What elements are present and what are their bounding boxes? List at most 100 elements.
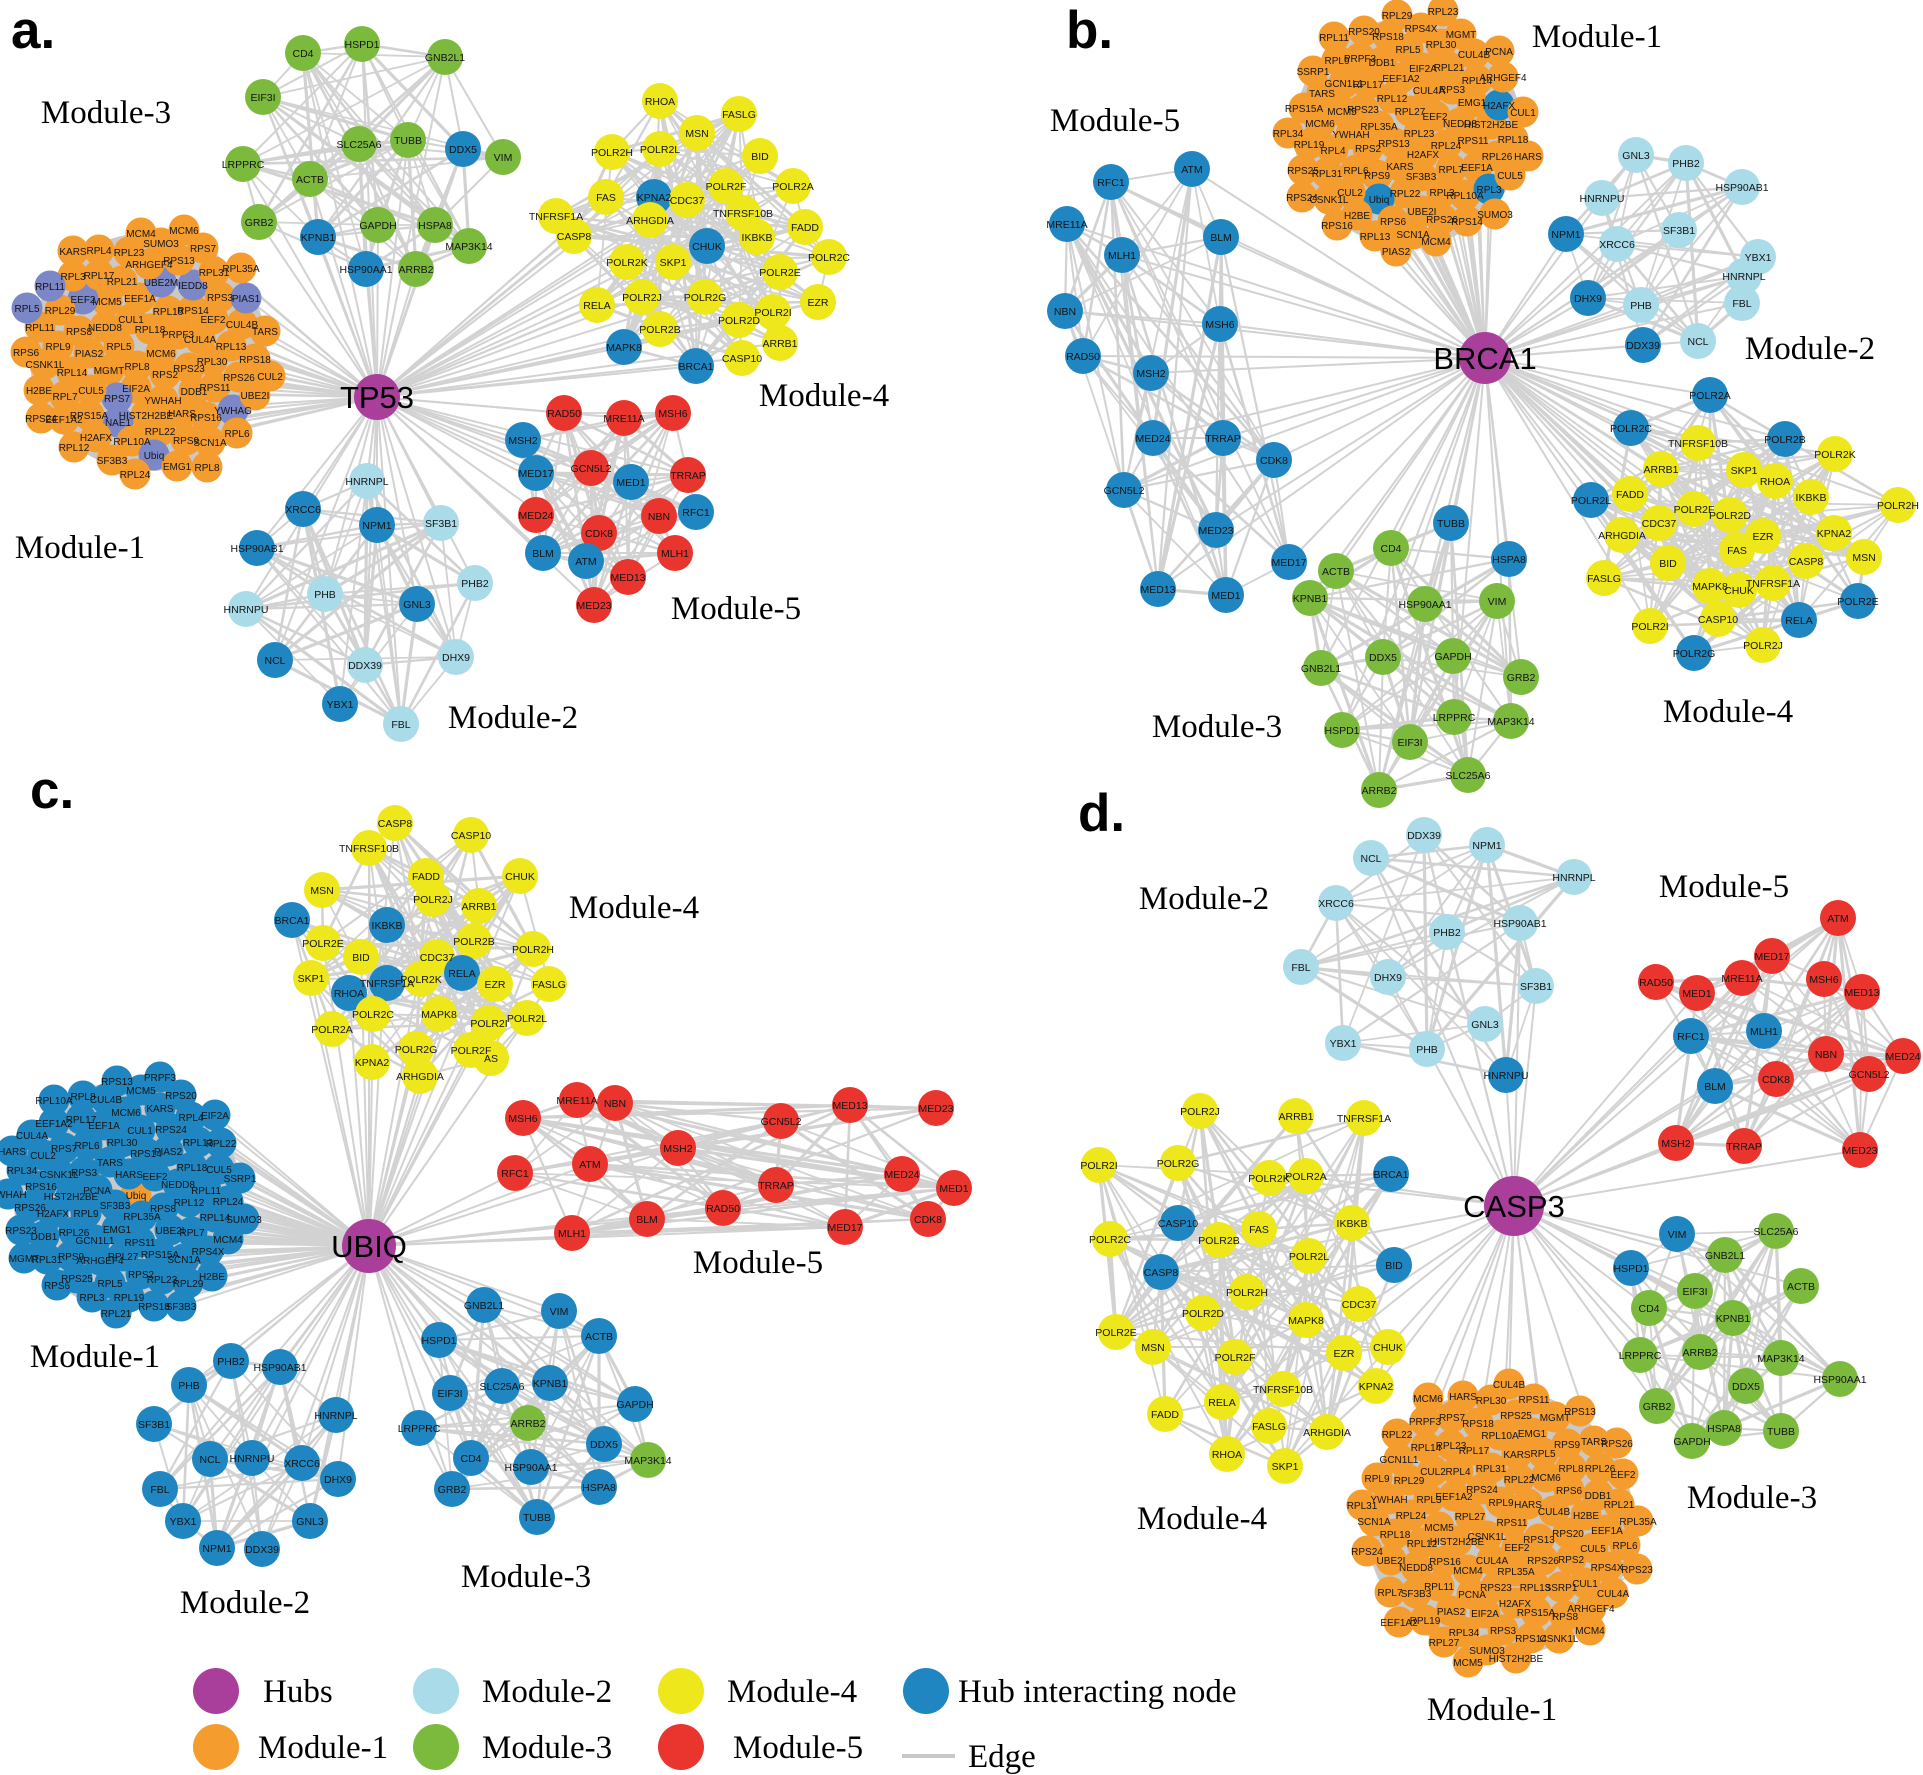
svg-text:SSRP1: SSRP1: [1545, 1583, 1578, 1594]
svg-text:Module-1: Module-1: [1532, 19, 1662, 55]
svg-text:RPL3: RPL3: [1429, 188, 1454, 199]
svg-text:POLR2B: POLR2B: [1198, 1235, 1239, 1247]
svg-text:ATM: ATM: [1181, 164, 1202, 176]
svg-text:HIST2H2BE: HIST2H2BE: [1430, 1537, 1485, 1548]
svg-text:RPL26: RPL26: [1585, 1464, 1616, 1475]
svg-text:MSH6: MSH6: [1809, 974, 1838, 986]
svg-text:c.: c.: [30, 761, 74, 820]
svg-text:GRB2: GRB2: [438, 1484, 467, 1496]
svg-text:HSP90AA1: HSP90AA1: [1398, 599, 1451, 611]
svg-text:POLR2J: POLR2J: [413, 894, 453, 906]
svg-text:RPL21: RPL21: [1434, 63, 1465, 74]
svg-text:CSNK1L: CSNK1L: [26, 360, 65, 371]
svg-text:RPS15A: RPS15A: [1517, 1608, 1556, 1619]
svg-text:DDX39: DDX39: [245, 1544, 279, 1556]
svg-text:RPS14: RPS14: [177, 306, 209, 317]
svg-text:RPL12: RPL12: [174, 1198, 205, 1209]
svg-text:PIAS1: PIAS1: [232, 294, 261, 305]
svg-text:RPL14: RPL14: [1411, 1443, 1442, 1454]
svg-text:MED17: MED17: [827, 1222, 862, 1234]
svg-text:RPL19: RPL19: [114, 1293, 145, 1304]
svg-text:POLR2B: POLR2B: [453, 936, 494, 948]
svg-text:AS: AS: [484, 1053, 498, 1065]
svg-text:Module-3: Module-3: [1687, 1480, 1817, 1516]
svg-text:RPL35A: RPL35A: [123, 1212, 161, 1223]
svg-text:RPS26: RPS26: [14, 1203, 46, 1214]
svg-text:RPS18: RPS18: [138, 1302, 170, 1313]
svg-text:RPL23: RPL23: [147, 1275, 178, 1286]
svg-text:RPL6: RPL6: [1343, 166, 1368, 177]
svg-text:EEF2: EEF2: [142, 1172, 167, 1183]
svg-text:RELA: RELA: [583, 300, 610, 312]
svg-text:MCM5: MCM5: [126, 1086, 156, 1097]
svg-text:RPL23: RPL23: [1428, 7, 1459, 18]
svg-text:ARHGDIA: ARHGDIA: [1303, 1427, 1351, 1439]
svg-text:Module-2: Module-2: [1745, 331, 1875, 367]
svg-text:RPS13: RPS13: [163, 256, 195, 267]
svg-text:RPS24: RPS24: [1351, 1547, 1383, 1558]
svg-text:CUL5: CUL5: [206, 1165, 232, 1176]
svg-text:CHUK: CHUK: [1373, 1342, 1403, 1354]
svg-text:DDB1: DDB1: [1369, 58, 1396, 69]
svg-text:RPS2: RPS2: [152, 370, 179, 381]
svg-text:CUL1: CUL1: [118, 315, 144, 326]
svg-text:DDX39: DDX39: [1407, 830, 1441, 842]
svg-text:VIM: VIM: [1488, 596, 1507, 608]
svg-text:RPL9: RPL9: [1324, 56, 1349, 67]
svg-text:EZR: EZR: [808, 297, 829, 309]
svg-text:POLR2I: POLR2I: [1631, 621, 1668, 633]
svg-text:POLR2J: POLR2J: [1180, 1106, 1220, 1118]
svg-text:RPS16: RPS16: [1321, 221, 1353, 232]
svg-text:PCNA: PCNA: [1485, 47, 1513, 58]
svg-text:a.: a.: [11, 1, 55, 60]
svg-text:HNRNPU: HNRNPU: [1580, 193, 1625, 205]
svg-text:FAS: FAS: [596, 192, 616, 204]
svg-text:RELA: RELA: [448, 968, 475, 980]
svg-text:TUBB: TUBB: [523, 1512, 551, 1524]
svg-text:CD4: CD4: [1380, 543, 1401, 555]
svg-text:SCN1A: SCN1A: [1396, 230, 1430, 241]
svg-text:FADD: FADD: [1151, 1409, 1179, 1421]
svg-text:RPL6: RPL6: [74, 1141, 99, 1152]
svg-text:NCL: NCL: [264, 655, 285, 667]
svg-text:POLR2H: POLR2H: [1877, 500, 1919, 512]
svg-text:ARHGEF4: ARHGEF4: [1567, 1604, 1615, 1615]
svg-text:CASP8: CASP8: [378, 818, 413, 830]
svg-text:RPS23: RPS23: [1480, 1583, 1512, 1594]
svg-text:KARS: KARS: [1386, 162, 1414, 173]
svg-text:HSPD1: HSPD1: [1613, 1263, 1648, 1275]
svg-text:SKP1: SKP1: [298, 973, 325, 985]
svg-text:GAPDH: GAPDH: [359, 220, 396, 232]
svg-text:RPL5: RPL5: [1530, 1449, 1555, 1460]
svg-text:Module-1: Module-1: [258, 1730, 388, 1766]
svg-text:RPL13: RPL13: [1520, 1583, 1551, 1594]
svg-text:MSH6: MSH6: [1205, 319, 1234, 331]
svg-text:POLR2L: POLR2L: [1289, 1251, 1329, 1263]
svg-text:EIF3I: EIF3I: [250, 92, 275, 104]
svg-text:RPS3: RPS3: [1439, 85, 1466, 96]
svg-text:RPL8: RPL8: [70, 1092, 95, 1103]
svg-text:Module-5: Module-5: [693, 1245, 823, 1281]
svg-text:BID: BID: [751, 151, 769, 163]
svg-text:POLR2L: POLR2L: [640, 144, 680, 156]
svg-text:RPL7: RPL7: [179, 1228, 204, 1239]
svg-text:RPL4: RPL4: [86, 246, 111, 257]
svg-text:RPL34: RPL34: [7, 1166, 38, 1177]
svg-text:CUL4B: CUL4B: [226, 320, 259, 331]
svg-text:SKP1: SKP1: [1272, 1461, 1299, 1473]
svg-text:BLM: BLM: [1210, 232, 1232, 244]
svg-text:RAD50: RAD50: [1639, 977, 1673, 989]
svg-text:RPL8: RPL8: [124, 362, 149, 373]
svg-text:MSH6: MSH6: [508, 1113, 537, 1125]
svg-text:MED23: MED23: [576, 600, 611, 612]
svg-text:RFC1: RFC1: [1677, 1031, 1705, 1043]
svg-text:RPL9: RPL9: [45, 342, 70, 353]
svg-text:RPL30: RPL30: [1476, 1396, 1507, 1407]
svg-text:RPL14: RPL14: [57, 368, 88, 379]
svg-text:RPS26: RPS26: [1426, 215, 1458, 226]
svg-text:HNRNPU: HNRNPU: [230, 1453, 275, 1465]
svg-text:Module-3: Module-3: [41, 95, 171, 131]
svg-text:RPS11: RPS11: [1519, 1395, 1550, 1406]
svg-text:CUL4B: CUL4B: [1458, 50, 1491, 61]
svg-text:SUMO3: SUMO3: [1477, 210, 1513, 221]
